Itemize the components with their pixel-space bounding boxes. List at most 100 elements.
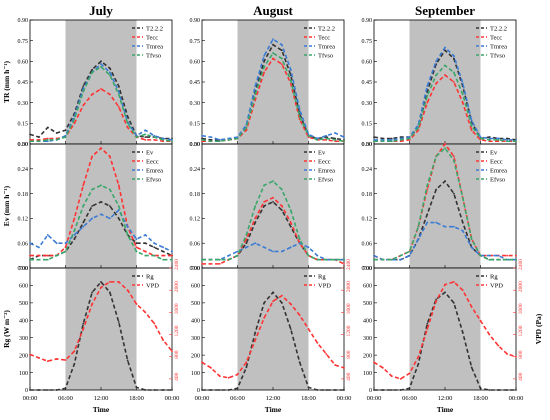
- data-point-tfvso: [444, 64, 446, 67]
- data-point-efvso: [417, 225, 420, 228]
- data-point-vpd: [82, 328, 85, 330]
- row-y-axis-label: TR (mm h⁻¹): [2, 60, 11, 103]
- data-point-efvso: [461, 196, 464, 199]
- data-point-rg: [162, 389, 165, 391]
- data-point-tecc: [91, 93, 94, 96]
- y-tick-label: 0.00: [18, 142, 29, 148]
- data-point-tmrea: [218, 138, 221, 141]
- data-point-tfvso: [307, 134, 310, 137]
- data-point-efvso: [263, 184, 266, 187]
- data-point-ev: [280, 209, 283, 212]
- data-point-vpd: [227, 376, 230, 379]
- data-point-emrea: [126, 225, 129, 228]
- y2-tick-label: 1600: [518, 303, 524, 314]
- data-point-emrea: [46, 234, 49, 236]
- data-point-rg: [82, 322, 85, 325]
- y2-tick-label: 2000: [174, 281, 180, 292]
- data-point-tfvso: [497, 138, 500, 141]
- y-tick-label: 0.90: [190, 18, 201, 24]
- data-point-rg: [444, 291, 446, 294]
- data-point-tecc: [37, 138, 40, 141]
- data-point-vpd: [435, 300, 438, 303]
- data-point-tecc: [82, 104, 85, 107]
- y-tick-label: 0.90: [362, 18, 373, 24]
- data-point-ev: [100, 200, 102, 203]
- data-point-efvso: [452, 159, 455, 162]
- data-point-vpd: [254, 339, 257, 341]
- data-point-vpd: [298, 314, 301, 317]
- daytime-shading: [409, 144, 481, 268]
- data-point-tfvso: [82, 90, 85, 93]
- series-line-vpd: [201, 294, 345, 379]
- data-point-eecc: [117, 184, 120, 187]
- y-tick-label: 0.00: [362, 266, 373, 272]
- x-tick-label: 06:00: [230, 395, 245, 402]
- data-point-t2-2-2: [100, 60, 102, 63]
- data-point-rg: [289, 328, 292, 330]
- data-point-emrea: [272, 250, 274, 253]
- data-point-eecc: [254, 217, 257, 220]
- y-tick-label: 100: [191, 371, 200, 377]
- data-point-vpd: [245, 361, 248, 364]
- data-point-efvso: [435, 155, 438, 158]
- y2-tick-label: 2000: [518, 281, 524, 292]
- data-point-tecc: [461, 101, 464, 104]
- data-point-tmrea: [209, 136, 212, 139]
- data-point-tmrea: [272, 38, 274, 41]
- y-tick-label: 700: [191, 266, 200, 272]
- data-point-efvso: [254, 205, 257, 207]
- y-tick-label: 0.30: [190, 142, 201, 148]
- data-point-ev: [135, 242, 138, 245]
- data-point-emrea: [100, 213, 102, 216]
- data-point-rg: [55, 389, 58, 391]
- x-tick-label: 06:00: [402, 395, 417, 402]
- data-point-eecc: [162, 254, 165, 257]
- data-point-vpd: [209, 366, 212, 369]
- data-point-tfvso: [470, 125, 473, 127]
- data-point-tfvso: [399, 138, 402, 141]
- y2-tick-label: 1200: [174, 325, 180, 336]
- data-point-rg: [171, 389, 173, 391]
- data-point-rg: [245, 366, 248, 369]
- data-point-tecc: [126, 126, 129, 129]
- data-point-tmrea: [100, 63, 102, 65]
- y2-tick-label: 400: [346, 372, 352, 381]
- data-point-rg: [461, 331, 464, 334]
- data-point-emrea: [263, 246, 266, 249]
- data-point-emrea: [373, 254, 375, 257]
- data-point-rg: [417, 362, 420, 365]
- data-point-eecc: [73, 217, 76, 220]
- legend-label: VPD: [490, 283, 503, 290]
- legend-label: Efvso: [490, 177, 505, 184]
- data-point-emrea: [307, 246, 310, 249]
- data-point-tecc: [100, 87, 102, 90]
- data-point-vpd: [390, 375, 393, 378]
- data-point-emrea: [461, 229, 464, 232]
- legend-label: T2.2.2: [318, 26, 335, 33]
- legend-label: Efvso: [318, 177, 333, 184]
- right-y-axis-label: VPD (Pa): [534, 313, 543, 344]
- x-tick-label: 00:00: [23, 395, 38, 402]
- data-point-rg: [334, 389, 337, 391]
- data-point-efvso: [373, 258, 375, 261]
- row-y-axis-label: Ev (mm h⁻¹): [2, 185, 11, 226]
- data-point-rg: [506, 389, 509, 391]
- y-tick-label: 0.60: [190, 60, 201, 66]
- data-point-emrea: [227, 254, 230, 257]
- data-point-vpd: [272, 300, 274, 303]
- data-point-t2-2-2: [29, 133, 31, 136]
- data-point-efvso: [82, 205, 85, 207]
- data-point-tmrea: [289, 68, 292, 71]
- month-title: July: [89, 3, 113, 18]
- data-point-efvso: [399, 254, 402, 257]
- x-tick-label: 00:00: [337, 395, 352, 402]
- data-point-ev: [82, 221, 85, 224]
- x-tick-label: 12:00: [94, 395, 109, 402]
- legend-label: Rg: [490, 274, 498, 281]
- data-point-efvso: [117, 205, 120, 207]
- data-point-emrea: [144, 234, 147, 236]
- data-point-tmrea: [144, 129, 147, 132]
- x-tick-label: 06:00: [58, 395, 73, 402]
- data-point-eecc: [245, 238, 248, 240]
- data-point-efvso: [236, 254, 239, 257]
